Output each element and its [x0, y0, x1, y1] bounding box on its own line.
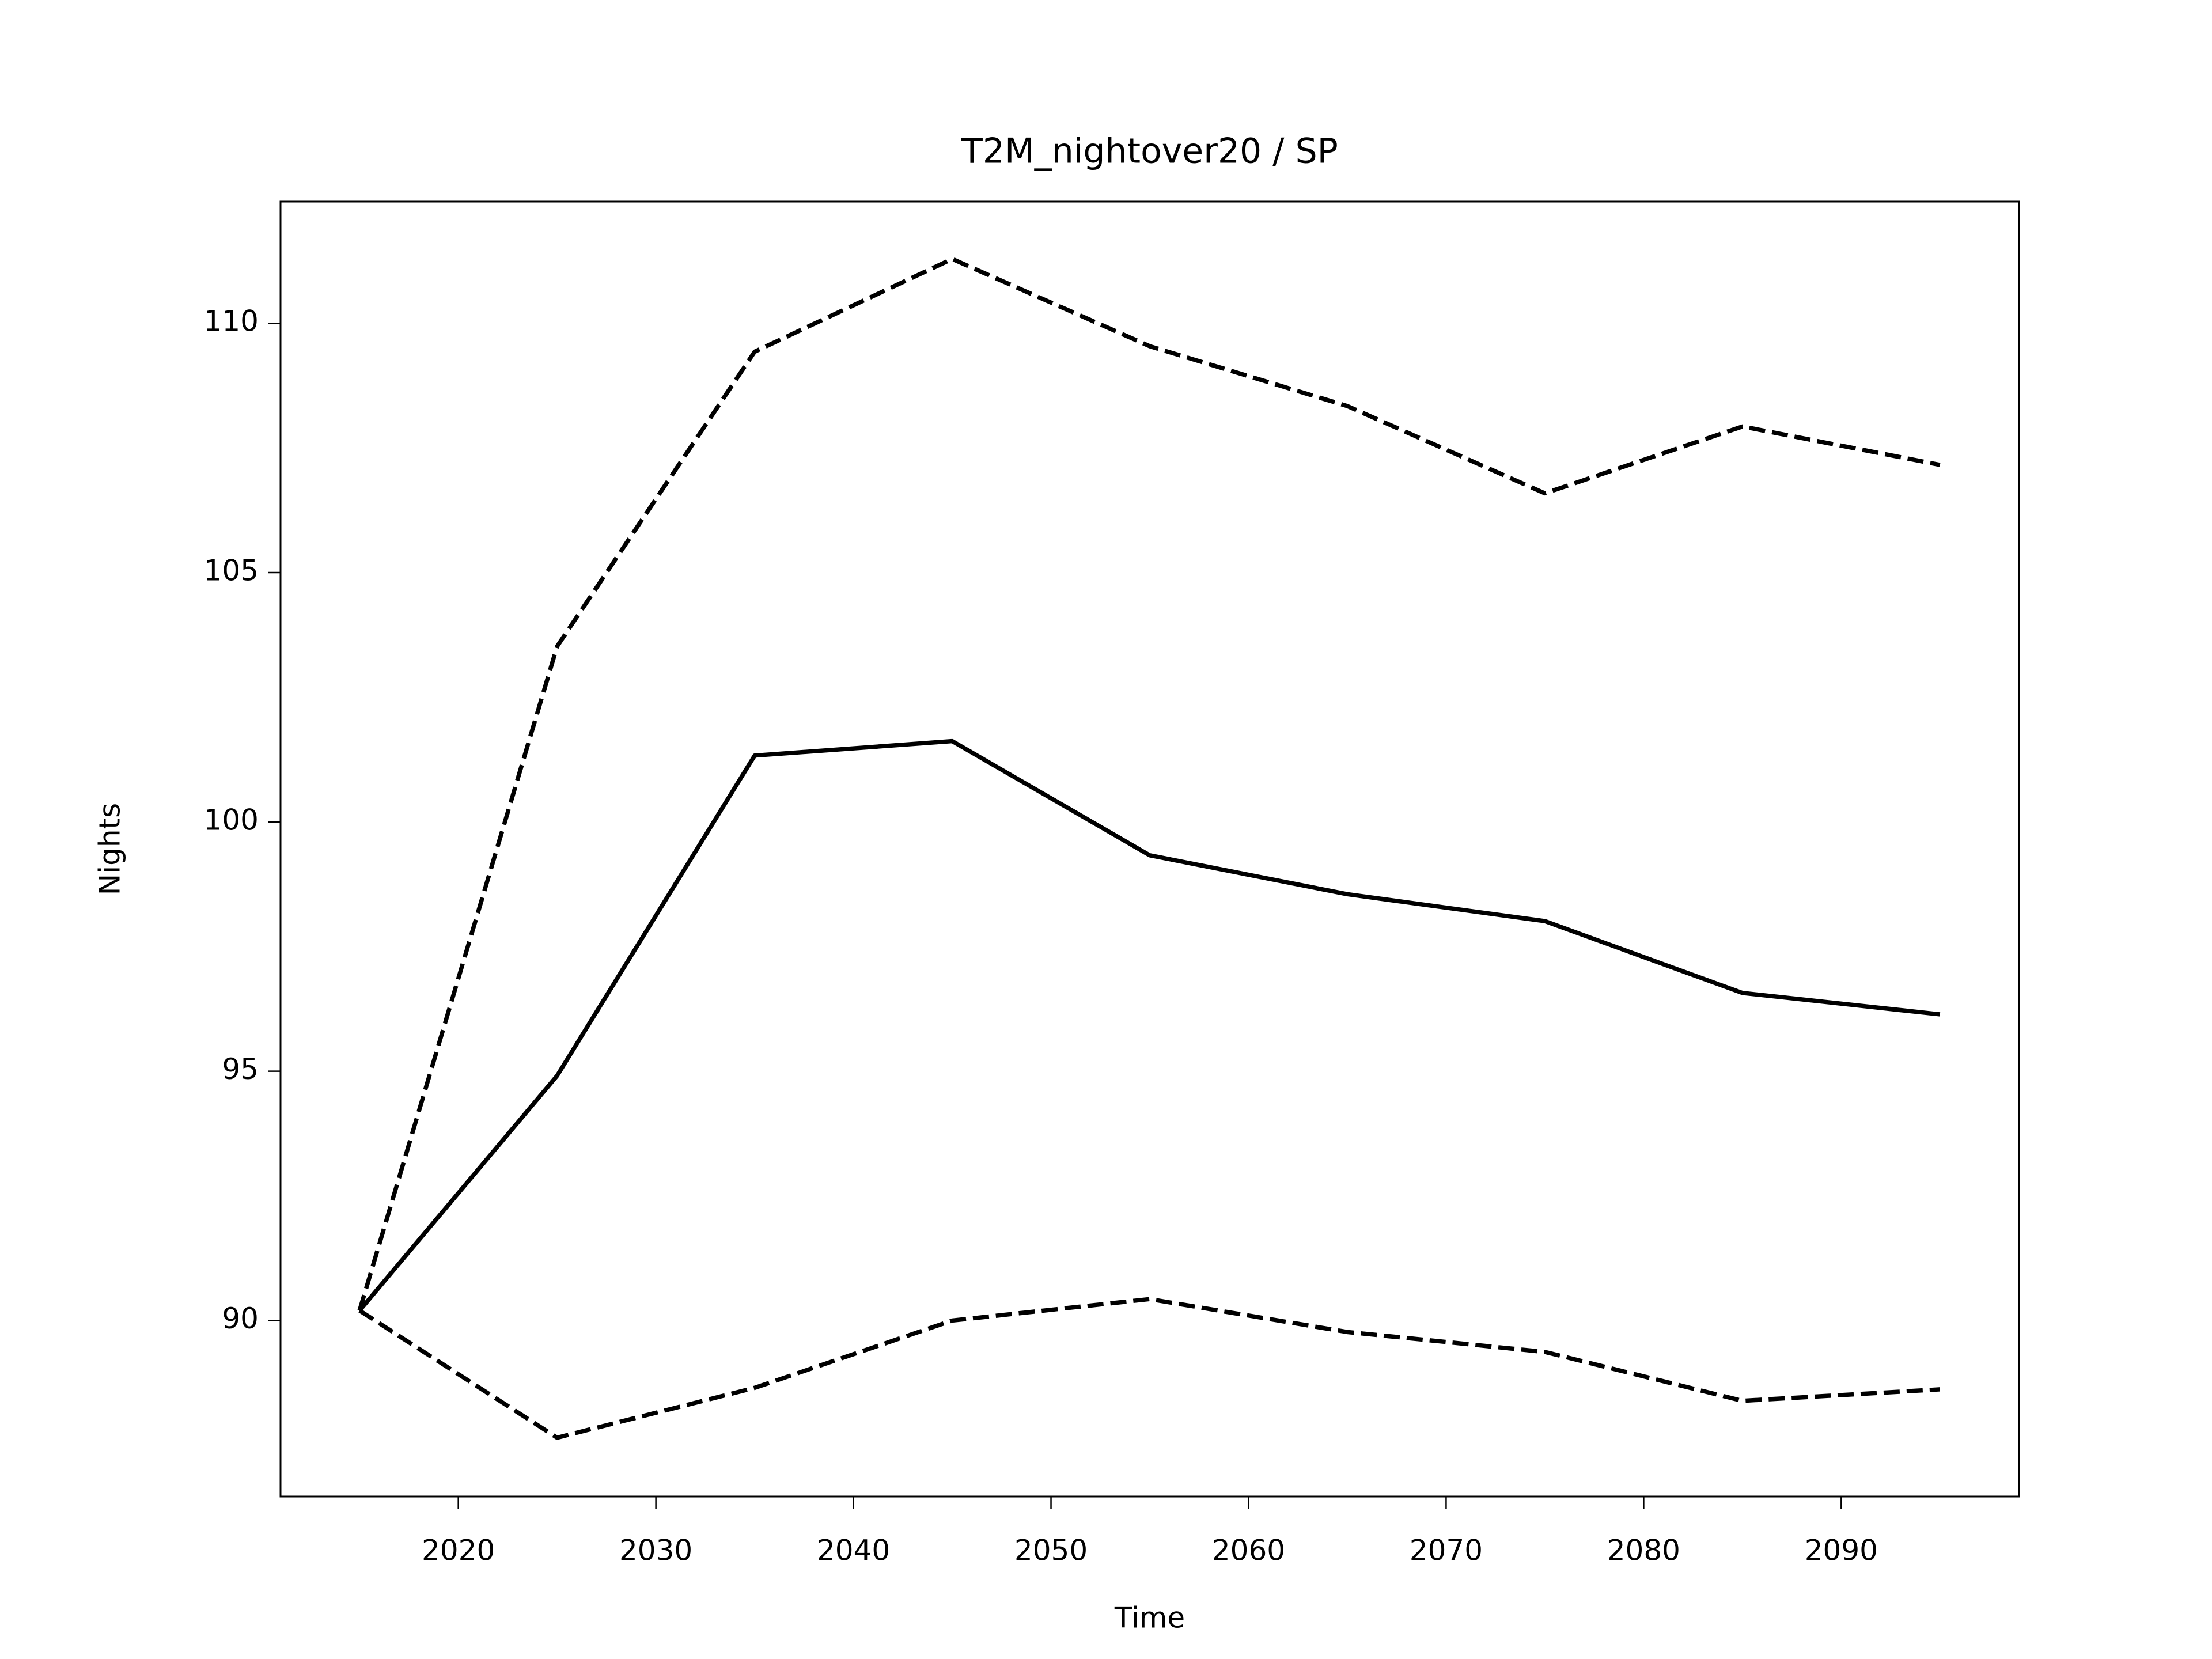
x-tick-label: 2040 — [817, 1534, 890, 1567]
x-tick-label: 2060 — [1212, 1534, 1285, 1567]
x-tick-label: 2080 — [1607, 1534, 1680, 1567]
line-series — [357, 256, 1941, 1312]
y-tick-label: 100 — [204, 803, 259, 836]
plot-frame — [279, 200, 2020, 1498]
x-tick-label: 2050 — [1014, 1534, 1088, 1567]
x-tick-label: 2030 — [619, 1534, 692, 1567]
y-axis-label: Nights — [93, 803, 127, 895]
x-axis-label: Time — [1114, 1601, 1185, 1635]
chart-title: T2M_nightover20 / SP — [961, 131, 1338, 172]
line-series — [358, 1297, 1941, 1440]
x-tick-label: 2070 — [1410, 1534, 1483, 1567]
x-tick-label: 2090 — [1805, 1534, 1878, 1567]
y-tick-label: 105 — [204, 554, 259, 588]
y-tick-label: 110 — [204, 305, 259, 338]
y-tick-label: 90 — [222, 1302, 259, 1335]
line-series — [358, 738, 1941, 1312]
x-tick-label: 2020 — [422, 1534, 495, 1567]
y-tick-label: 95 — [222, 1052, 259, 1086]
